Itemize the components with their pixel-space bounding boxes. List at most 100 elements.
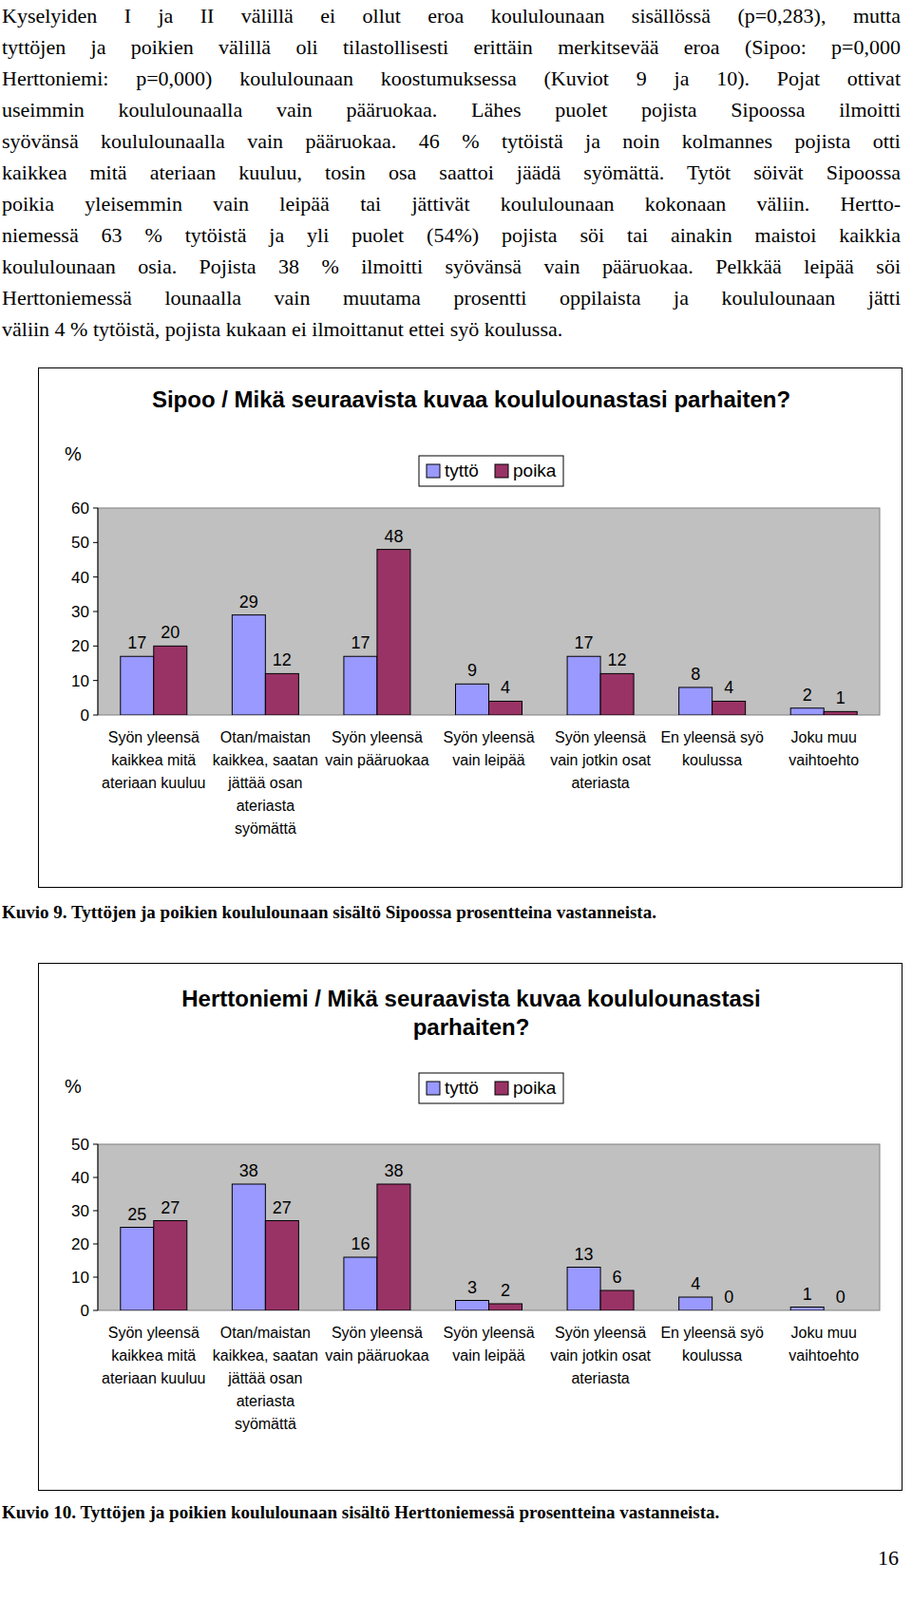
y-tick-label: 0 — [80, 1302, 90, 1321]
bar — [600, 673, 634, 716]
plot-area — [97, 508, 880, 716]
y-tick-label: 60 — [71, 499, 90, 518]
bar — [120, 656, 154, 716]
chart-title: Sipoo / Mikä seuraavista kuvaa koululoun… — [53, 385, 890, 415]
text-line: Kyselyiden I ja II välillä ei ollut eroa… — [1, 0, 901, 32]
y-axis — [97, 1144, 99, 1311]
chart-svg: %01020304050253816313412727382600tyttöpo… — [38, 964, 901, 1490]
legend-label: poika — [513, 1078, 557, 1099]
category-label: En yleensä syö koulussa — [656, 1322, 768, 1368]
y-tick-label: 40 — [71, 1169, 90, 1188]
data-label: 9 — [467, 661, 477, 681]
y-tick-label: 20 — [71, 1235, 90, 1254]
bar — [231, 615, 266, 716]
bar — [790, 708, 824, 716]
plot-area — [97, 1144, 880, 1311]
data-label: 4 — [723, 678, 734, 698]
y-tick — [93, 1144, 98, 1146]
category-label: Otan/maistan kaikkea, saatan jättää osan… — [209, 1322, 322, 1437]
y-tick — [93, 715, 98, 717]
data-label: 17 — [127, 633, 147, 653]
bar — [153, 646, 188, 716]
bars — [120, 550, 857, 716]
legend-box — [418, 456, 564, 487]
legend-label: tyttö — [444, 1078, 479, 1099]
chart-frame: Sipoo / Mikä seuraavista kuvaa koululoun… — [38, 367, 903, 889]
data-label: 0 — [723, 1288, 734, 1308]
figure-caption: Kuvio 10. Tyttöjen ja poikien koululouna… — [1, 1502, 720, 1524]
category-label: En yleensä syö koulussa — [656, 726, 768, 773]
legend-swatch — [494, 1082, 509, 1096]
y-tick-label: 50 — [71, 1136, 90, 1155]
bar — [679, 687, 713, 716]
y-tick-label: 30 — [71, 603, 90, 622]
text-line: syövänsä koululounaalla vain pääruokaa. … — [1, 125, 901, 157]
data-label: 6 — [612, 1268, 623, 1288]
bar — [120, 1228, 154, 1312]
category-label: Syön yleensä vain jotkin osat ateriasta — [545, 1322, 657, 1391]
bar — [456, 684, 490, 716]
page-number: 16 — [877, 1546, 899, 1572]
bar — [679, 1297, 713, 1311]
bar — [153, 1221, 188, 1312]
y-axis-label: % — [64, 443, 82, 465]
y-tick-label: 40 — [71, 569, 90, 588]
y-axis-label: % — [64, 1076, 82, 1098]
chart-svg: %01020304050601729179178220124841241tytt… — [38, 368, 901, 887]
data-label: 38 — [383, 1161, 403, 1181]
bar — [231, 1184, 266, 1311]
bar — [377, 550, 411, 716]
y-tick — [93, 1311, 98, 1312]
bar — [712, 701, 746, 716]
bar — [567, 1268, 601, 1312]
data-label: 2 — [500, 1281, 511, 1301]
data-label: 2 — [802, 685, 813, 705]
category-label: Syön yleensä kaikkea mitä ateriaan kuulu… — [97, 726, 209, 796]
y-tick — [93, 1244, 98, 1246]
data-label: 0 — [836, 1288, 846, 1308]
legend-box — [418, 1073, 564, 1104]
text-line: koululounaan osia. Pojista 38 % ilmoitti… — [1, 250, 901, 283]
data-label: 8 — [690, 665, 701, 684]
bar — [567, 656, 601, 716]
bar — [265, 1221, 299, 1312]
y-tick — [93, 680, 98, 682]
bar — [823, 711, 857, 716]
category-label: Syön yleensä vain pääruokaa — [321, 726, 433, 773]
y-tick — [93, 1277, 98, 1279]
figure-caption: Kuvio 9. Tyttöjen ja poikien koululounaa… — [1, 902, 657, 924]
category-label: Otan/maistan kaikkea, saatan jättää osan… — [209, 726, 322, 841]
data-label: 27 — [160, 1198, 180, 1218]
data-label: 25 — [127, 1205, 147, 1225]
data-label: 13 — [574, 1245, 594, 1265]
legend-swatch — [426, 464, 440, 478]
data-label: 3 — [467, 1278, 477, 1298]
legend-label: tyttö — [444, 460, 479, 481]
y-tick — [93, 611, 98, 613]
data-label: 4 — [690, 1274, 701, 1294]
y-tick — [93, 576, 98, 578]
y-tick-label: 20 — [71, 637, 90, 656]
bar — [265, 673, 299, 716]
data-label: 1 — [836, 688, 846, 708]
chart-title: Herttoniemi / Mikä seuraavista kuvaa kou… — [138, 985, 804, 1043]
text-line: Herttoniemessä lounaalla vain muutama pr… — [1, 282, 901, 314]
data-label: 17 — [350, 633, 370, 653]
text-line: Herttoniemi: p=0,000) koululounaan koost… — [1, 62, 901, 95]
data-label: 4 — [500, 678, 511, 698]
bar — [790, 1308, 824, 1312]
text-line: tyttöjen ja poikien välillä oli tilastol… — [1, 31, 901, 63]
legend-swatch — [494, 464, 509, 478]
data-label: 16 — [350, 1235, 370, 1254]
data-label: 17 — [574, 633, 594, 653]
data-label: 48 — [383, 527, 403, 547]
y-tick-label: 50 — [71, 533, 90, 552]
text-line: niemessä 63 % tytöistä ja yli puolet (54… — [1, 219, 901, 251]
y-tick-label: 10 — [71, 1269, 90, 1288]
category-label: Syön yleensä vain leipää — [433, 1322, 545, 1368]
data-label: 38 — [239, 1161, 259, 1181]
bar — [343, 1257, 378, 1311]
bar — [600, 1291, 634, 1311]
text-line: useimmin koululounaalla vain pääruokaa. … — [1, 94, 901, 126]
y-tick-label: 10 — [71, 672, 90, 691]
